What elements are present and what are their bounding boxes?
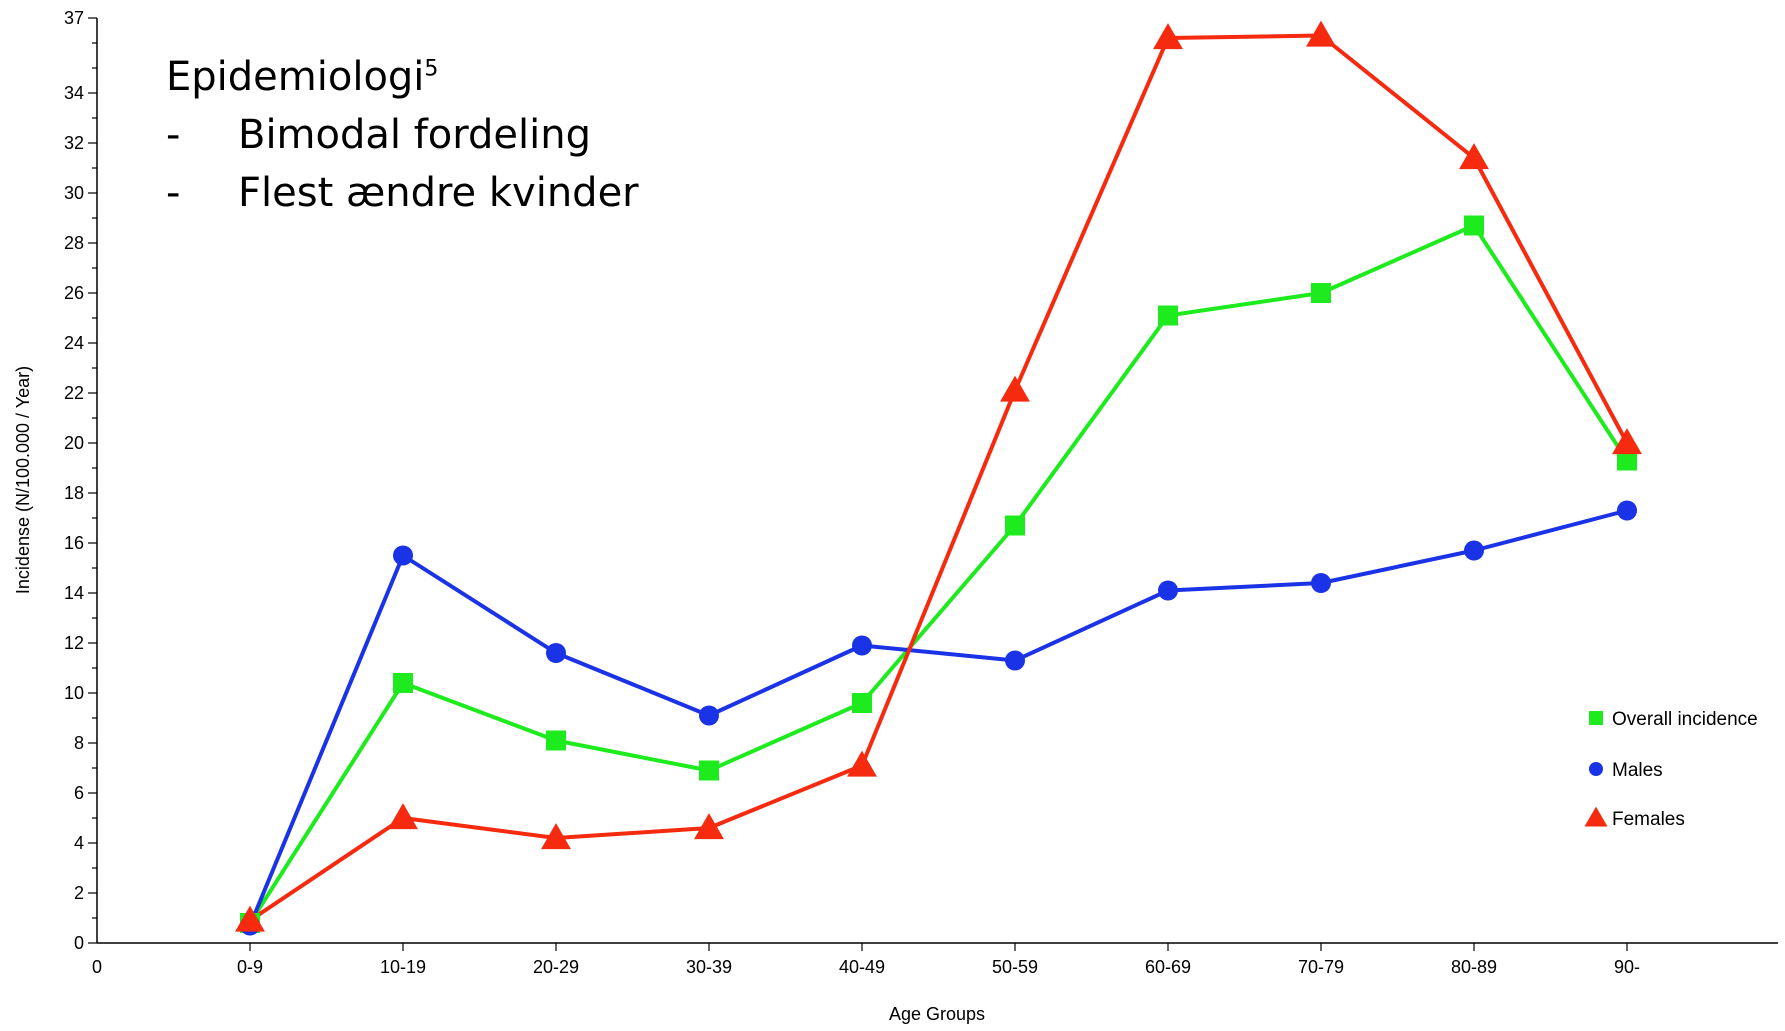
y-tick-label: 34 [64,83,84,103]
x-tick-label: 70-79 [1298,957,1344,977]
series-line-circle [248,508,1628,927]
y-tick-label: 37 [64,8,84,28]
data-point-square [1005,515,1025,536]
x-axis-ticks: 0 0-9 10-19 20-29 30-39 40-49 50-59 60-69 70-79 8… [92,943,1640,977]
legend-marker-square [1589,711,1603,725]
data-point-triangle [694,813,724,840]
annotation-bullet-text: Bimodal fordeling [238,112,591,158]
y-tick-label: 0 [74,933,84,953]
legend-label: Males [1612,760,1663,781]
data-point-circle [1311,573,1331,593]
x-tick-label: 30-39 [686,957,732,977]
bullet-marker: - [166,170,181,216]
chart-axes [96,18,1778,944]
data-point-triangle [847,750,877,777]
x-tick-label: 0-9 [237,957,263,977]
annotation-block: Epidemiologi5 - Bimodal fordeling - Flest … [166,48,639,222]
x-tick-label: 40-49 [839,957,885,977]
x-axis-title: Age Groups [889,1004,985,1024]
bullet-marker: - [166,112,181,158]
annotation-bullet: - Flest ændre kvinder [166,164,639,222]
data-point-circle [1158,580,1178,601]
series-markers [235,20,1642,936]
data-point-square [1158,305,1178,326]
chart-legend: Overall incidence Males Females [1584,709,1758,830]
x-origin-label: 0 [92,957,102,977]
data-point-circle [1617,500,1637,521]
legend-marker-triangle [1584,806,1608,827]
data-point-square [1617,450,1637,471]
data-point-square [1464,215,1484,236]
data-point-square [1311,283,1331,303]
legend-label: Females [1612,809,1685,830]
data-point-square [546,730,566,751]
legend-label: Overall incidence [1612,709,1758,730]
data-point-square [699,760,719,781]
y-tick-label: 12 [64,633,84,653]
x-tick-label: 20-29 [533,957,579,977]
series-line-triangle [248,33,1629,923]
legend-marker-circle [1589,762,1603,776]
data-point-circle [852,635,872,656]
x-tick-label: 60-69 [1145,957,1191,977]
data-point-triangle [1612,428,1642,455]
annotation-bullet: - Bimodal fordeling [166,106,639,164]
series-lines [248,33,1629,927]
data-point-circle [1464,540,1484,561]
y-tick-label: 8 [74,733,84,753]
y-tick-label: 14 [64,583,84,603]
y-axis-title: Incidense (N/100.000 / Year) [13,366,33,594]
data-point-triangle [1459,143,1489,170]
y-tick-label: 2 [74,883,84,903]
annotation-superscript: 5 [424,56,439,82]
x-tick-label: 10-19 [380,957,426,977]
y-tick-label: 32 [64,133,84,153]
data-point-triangle [1153,23,1183,50]
y-tick-label: 10 [64,683,84,703]
y-tick-label: 6 [74,783,84,803]
data-point-triangle [1000,375,1030,402]
data-point-circle [546,643,566,663]
y-tick-label: 30 [64,183,84,203]
y-tick-label: 24 [64,333,84,353]
y-tick-label: 28 [64,233,84,253]
data-point-square [852,693,872,713]
data-point-triangle [541,823,571,850]
data-point-triangle [1306,20,1336,47]
data-point-triangle [235,905,265,932]
x-tick-label: 80-89 [1451,957,1497,977]
y-tick-label: 22 [64,383,84,403]
x-tick-label: 90- [1614,957,1640,977]
annotation-title: Epidemiologi5 [166,48,639,106]
x-tick-label: 50-59 [992,957,1038,977]
data-point-circle [1005,650,1025,671]
y-tick-label: 16 [64,533,84,553]
annotation-title-text: Epidemiologi [166,54,425,100]
y-tick-label: 20 [64,433,84,453]
data-point-square [393,673,413,693]
data-point-circle [393,545,413,566]
y-tick-label: 26 [64,283,84,303]
annotation-bullet-text: Flest ændre kvinder [238,170,639,216]
y-tick-label: 4 [74,833,84,853]
series-line-square [248,223,1629,925]
data-point-circle [699,705,719,726]
data-point-triangle [388,803,418,830]
y-tick-label: 18 [64,483,84,503]
